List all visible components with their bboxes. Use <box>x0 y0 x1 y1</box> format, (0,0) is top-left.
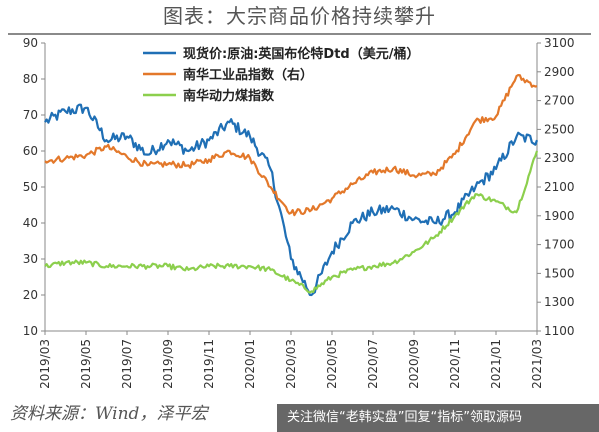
left-tick-label: 50 <box>23 180 38 194</box>
left-tick-label: 20 <box>23 288 38 302</box>
right-tick-label: 2900 <box>544 65 575 79</box>
x-tick-label: 2020/09 <box>407 339 421 389</box>
right-tick-label: 2500 <box>544 122 575 136</box>
x-tick-label: 2020/11 <box>448 339 462 389</box>
x-tick-label: 2019/09 <box>161 339 175 389</box>
left-tick-label: 80 <box>23 72 38 86</box>
x-tick-label: 2019/07 <box>120 339 134 389</box>
chart-title: 图表：大宗商品价格持续攀升 <box>163 4 436 28</box>
right-tick-label: 1700 <box>544 238 575 252</box>
series-line-3 <box>44 150 539 294</box>
legend-label-2: 南华工业品指数（右） <box>183 67 313 83</box>
x-tick-label: 2019/03 <box>38 339 52 389</box>
x-tick-label: 2019/11 <box>202 339 216 389</box>
x-tick-label: 2020/07 <box>366 339 380 389</box>
legend-label-1: 现货价:原油:英国布伦特Dtd（美元/桶） <box>183 46 419 62</box>
x-tick-label: 2021/01 <box>489 339 503 389</box>
x-tick-label: 2020/03 <box>284 339 298 389</box>
legend-label-3: 南华动力煤指数 <box>183 88 275 104</box>
left-tick-label: 60 <box>23 144 38 158</box>
source-note: 资料来源：Wind，泽平宏 <box>10 404 208 424</box>
chart-legend: 现货价:原油:英国布伦特Dtd（美元/桶） 南华工业品指数（右） 南华动力煤指数 <box>143 46 419 104</box>
left-tick-label: 90 <box>23 36 38 50</box>
title-divider <box>8 33 591 35</box>
right-tick-label: 1100 <box>544 324 575 338</box>
left-tick-label: 10 <box>23 324 38 338</box>
left-tick-label: 70 <box>23 108 38 122</box>
right-tick-label: 2700 <box>544 94 575 108</box>
series-line-2 <box>44 74 538 217</box>
left-tick-label: 30 <box>23 252 38 266</box>
right-tick-label: 2100 <box>544 180 575 194</box>
right-tick-label: 1500 <box>544 266 575 280</box>
right-tick-label: 1900 <box>544 209 575 223</box>
chart-axes: 10 20 30 40 50 60 70 80 90 1100 1300 1500 1700 1900 21… <box>23 36 575 389</box>
series-line-1 <box>44 103 539 297</box>
right-tick-label: 3100 <box>544 36 575 50</box>
left-tick-label: 40 <box>23 216 38 230</box>
x-tick-label: 2020/05 <box>325 339 339 389</box>
watermark-banner: 关注微信“老韩实盘”回复“指标”领取源码 <box>277 404 599 432</box>
x-tick-label: 2021/03 <box>530 339 544 389</box>
right-tick-label: 1300 <box>544 295 575 309</box>
x-tick-label: 2020/01 <box>243 339 257 389</box>
right-tick-label: 2300 <box>544 151 575 165</box>
chart-series-group <box>44 74 539 297</box>
x-tick-label: 2019/05 <box>79 339 93 389</box>
